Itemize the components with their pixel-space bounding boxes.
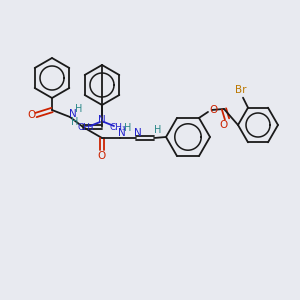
Text: O: O <box>27 110 35 120</box>
Text: Br: Br <box>235 85 247 95</box>
Text: CH₃: CH₃ <box>110 124 126 133</box>
Text: H: H <box>154 125 162 135</box>
Text: H: H <box>75 104 83 114</box>
Text: N: N <box>118 128 126 138</box>
Text: O: O <box>209 105 217 115</box>
Text: N: N <box>69 109 77 119</box>
Text: O: O <box>98 151 106 161</box>
Text: CH₃: CH₃ <box>78 124 94 133</box>
Text: H: H <box>124 123 132 133</box>
Text: H: H <box>71 117 79 127</box>
Text: N: N <box>134 128 142 138</box>
Text: N: N <box>98 115 106 125</box>
Text: O: O <box>220 120 228 130</box>
